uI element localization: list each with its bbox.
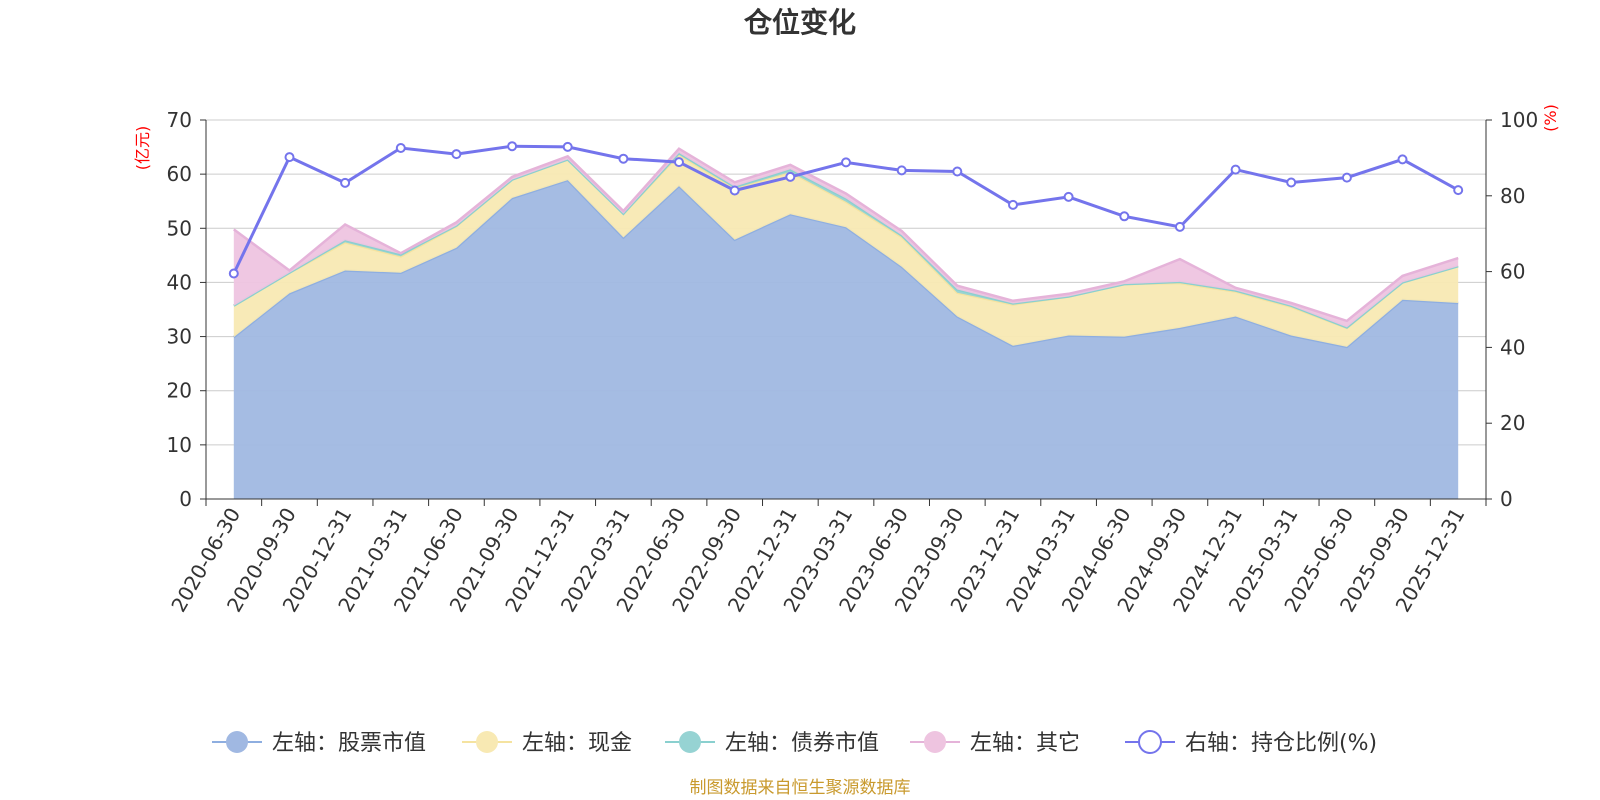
ratio-point xyxy=(562,141,573,152)
ratio-point xyxy=(729,185,740,196)
right-axis-tick-label: 80 xyxy=(1500,184,1525,208)
legend-item-2: 左轴：现金 xyxy=(462,731,632,756)
ratio-point xyxy=(451,149,462,160)
ratio-point xyxy=(1341,172,1352,183)
ratio-point xyxy=(1008,199,1018,210)
ratio-point xyxy=(674,157,684,168)
legend-label: 左轴：债券市值 xyxy=(725,731,879,756)
legend: 左轴：股票市值 左轴：现金 左轴：债券市值 左轴：其它 右轴：持仓比例(%) xyxy=(212,730,1377,756)
legend-item-3: 左轴：债券市值 xyxy=(665,731,879,756)
legend-label: 左轴：现金 xyxy=(522,731,632,756)
legend-marker xyxy=(1138,730,1162,754)
ratio-point xyxy=(841,157,851,168)
legend-marker xyxy=(924,731,946,753)
right-axis-tick-label: 100 xyxy=(1500,108,1538,132)
left-axis-tick-label: 0 xyxy=(179,487,192,511)
legend-label: 右轴：持仓比例(%) xyxy=(1185,731,1377,756)
right-axis-tick-label: 60 xyxy=(1500,260,1525,284)
data-source-note: 制图数据来自恒生聚源数据库 xyxy=(690,778,911,798)
legend-label: 左轴：股票市值 xyxy=(272,731,426,756)
ratio-point xyxy=(1230,164,1241,175)
position-ratio-line xyxy=(228,141,1464,279)
chart-title: 仓位变化 xyxy=(744,6,856,39)
ratio-point xyxy=(228,268,239,279)
ratio-point xyxy=(896,165,907,176)
left-axis-tick-label: 10 xyxy=(167,433,192,457)
right-axis-tick-label: 20 xyxy=(1500,411,1525,435)
left-axis-tick-label: 60 xyxy=(167,162,192,186)
area-series-4 xyxy=(233,148,1459,328)
left-axis-tick-label: 70 xyxy=(167,108,192,132)
legend-label: 左轴：其它 xyxy=(970,731,1080,756)
legend-item-5: 右轴：持仓比例(%) xyxy=(1125,730,1377,756)
legend-marker xyxy=(679,731,701,753)
stacked-areas xyxy=(233,147,1459,499)
ratio-point xyxy=(1174,221,1185,232)
ratio-point xyxy=(785,171,796,182)
left-axis-tick-label: 30 xyxy=(167,325,192,349)
ratio-point xyxy=(507,141,518,152)
ratio-point xyxy=(1453,185,1464,196)
legend-marker xyxy=(226,731,248,753)
ratio-point xyxy=(1063,191,1074,202)
area-series-line-4 xyxy=(233,147,1459,323)
right-axis-unit: (%) xyxy=(1541,104,1560,132)
right-axis-tick-label: 40 xyxy=(1500,335,1525,359)
ratio-point xyxy=(1397,154,1408,165)
area-series-2 xyxy=(233,154,1459,347)
ratio-point xyxy=(618,153,629,164)
ratio-point xyxy=(1286,177,1297,188)
ratio-point xyxy=(395,143,406,153)
legend-item-1: 左轴：股票市值 xyxy=(212,731,426,756)
legend-item-4: 左轴：其它 xyxy=(910,731,1080,756)
right-axis-tick-label: 0 xyxy=(1500,487,1513,511)
legend-marker xyxy=(476,731,498,753)
left-axis-tick-label: 50 xyxy=(167,216,192,240)
ratio-point xyxy=(952,166,963,177)
area-series-1 xyxy=(233,180,1459,499)
ratio-point xyxy=(284,152,295,163)
ratio-point xyxy=(1119,211,1130,222)
left-axis-tick-label: 20 xyxy=(167,379,192,403)
left-axis-unit: (亿元) xyxy=(133,126,152,171)
left-axis-tick-label: 40 xyxy=(167,270,192,294)
ratio-point xyxy=(340,177,351,188)
